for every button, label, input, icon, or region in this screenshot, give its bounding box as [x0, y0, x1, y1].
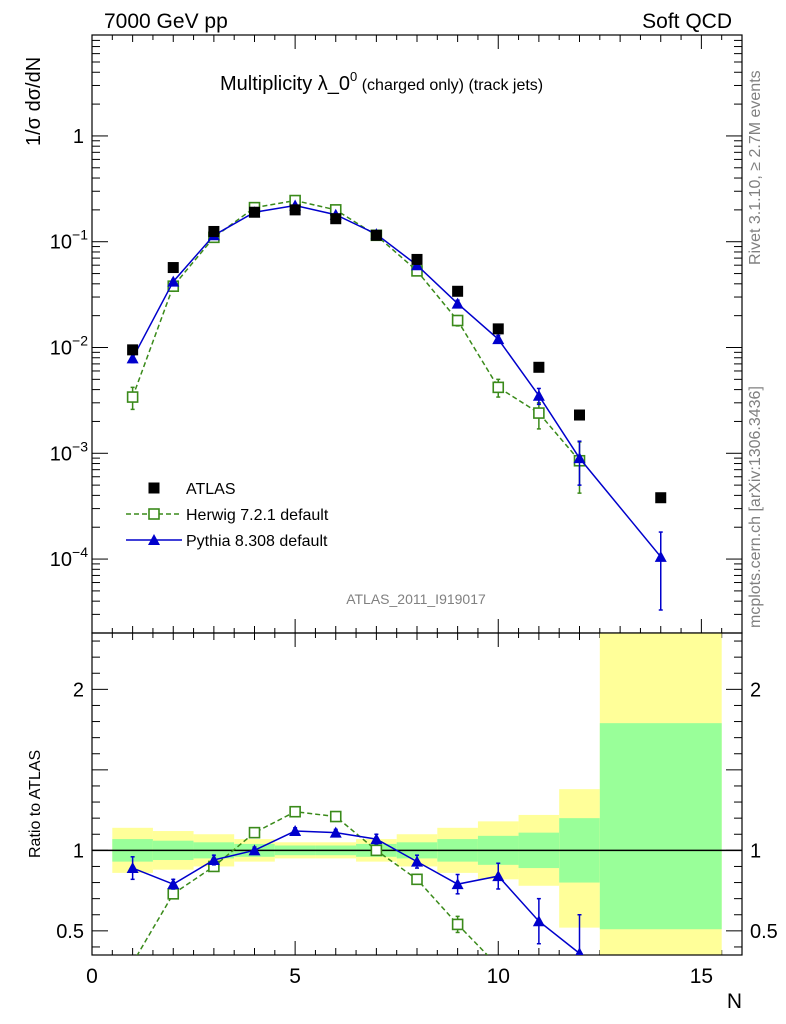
- main-ylabel: 1/σ dσ/dN: [23, 57, 45, 146]
- ratio-y-tick-label: 0.5: [56, 921, 84, 943]
- data-point: [411, 253, 423, 265]
- header-left: 7000 GeV pp: [104, 10, 228, 33]
- data-point: [329, 826, 342, 838]
- data-point: [330, 213, 342, 225]
- data-point: [533, 361, 545, 373]
- data-point: [248, 844, 261, 856]
- data-point: [128, 958, 138, 968]
- y-tick-label: 1: [73, 126, 84, 148]
- data-point: [167, 262, 179, 274]
- ratio-bands: [112, 633, 722, 955]
- side-text-top: Rivet 3.1.10, ≥ 2.7M events: [747, 70, 764, 265]
- series-line: [131, 199, 581, 462]
- data-point: [207, 854, 220, 866]
- data-point: [492, 323, 504, 335]
- data-point: [532, 915, 545, 927]
- data-point: [451, 918, 464, 931]
- data-point: [411, 873, 423, 886]
- data-point: [532, 389, 545, 401]
- data-point: [248, 826, 261, 839]
- legend-label: Pythia 8.308 default: [186, 533, 328, 550]
- y-tick-label: 10−1: [50, 227, 88, 254]
- side-text-bottom: mcplots.cern.ch [arXiv:1306.3436]: [747, 386, 764, 628]
- data-point: [573, 452, 586, 464]
- data-point: [167, 275, 180, 287]
- data-point: [533, 407, 545, 419]
- main-title: Multiplicity λ_00 (charged only) (track …: [220, 69, 543, 95]
- legend-marker: [148, 534, 160, 545]
- legend-marker: [148, 508, 160, 520]
- ratio-y-tick-label-right: 0.5: [750, 921, 778, 943]
- data-point: [370, 844, 383, 857]
- data-point: [654, 550, 667, 562]
- series-herwig: [126, 194, 586, 494]
- data-point: [492, 870, 505, 882]
- ratio-panel: 0 5 10 15 0.5 0.5 1 1 2 2: [56, 632, 778, 988]
- ratio-frame: [91, 632, 743, 956]
- data-point: [451, 314, 464, 327]
- data-point: [452, 285, 464, 297]
- legend-marker: [148, 482, 160, 494]
- y-tick-label: 10−3: [50, 438, 88, 465]
- x-tick-label: 0: [86, 965, 98, 988]
- y-tick-label: 10−4: [50, 544, 88, 571]
- main-panel: 1 10−1 10−2 10−3 10−4 ATLAS Herwig 7.2.1 defau…: [50, 34, 743, 955]
- data-point: [167, 888, 180, 900]
- data-point: [127, 344, 139, 356]
- y-tick-label: 10−2: [50, 333, 88, 360]
- ratio-xlabel: N: [727, 990, 742, 1013]
- ratio-ylabel: Ratio to ATLAS: [27, 750, 44, 858]
- data-point: [249, 206, 260, 218]
- watermark: ATLAS_2011_I919017: [346, 591, 486, 607]
- legend-label: ATLAS: [186, 481, 236, 498]
- data-point: [574, 409, 585, 421]
- ratio-y-tick-label-right: 1: [750, 840, 761, 862]
- x-tick-label: 10: [487, 965, 510, 988]
- data-point: [492, 333, 505, 345]
- ratio-y-tick-label-right: 2: [750, 679, 761, 701]
- legend: ATLAS Herwig 7.2.1 default Pythia 8.308 de…: [126, 481, 329, 550]
- data-point: [451, 878, 464, 890]
- data-point: [126, 391, 139, 403]
- legend-label: Herwig 7.2.1 default: [186, 507, 329, 524]
- data-point: [329, 810, 342, 823]
- data-point: [126, 352, 139, 364]
- data-point: [411, 855, 423, 867]
- data-point: [451, 297, 464, 309]
- data-point: [289, 204, 301, 216]
- series-herwig: [128, 805, 489, 968]
- data-point: [289, 805, 301, 818]
- data-point: [370, 833, 383, 845]
- series-line: [132, 830, 580, 954]
- data-point: [370, 229, 382, 241]
- data-point: [167, 878, 180, 890]
- ratio-y-tick-label: 1: [73, 840, 84, 862]
- data-point: [575, 947, 584, 955]
- series-atlas: [127, 204, 667, 504]
- data-point: [126, 862, 139, 874]
- data-point: [208, 225, 220, 237]
- series-line: [136, 810, 489, 955]
- x-tick-label: 15: [690, 965, 713, 988]
- data-point: [289, 825, 302, 837]
- data-point: [492, 381, 505, 394]
- x-tick-label: 5: [289, 965, 301, 988]
- green-band: [599, 723, 722, 930]
- series-line: [131, 204, 662, 558]
- data-point: [655, 492, 667, 504]
- series-pythia: [126, 825, 584, 955]
- ratio-y-tick-label: 2: [73, 679, 84, 701]
- header-right: Soft QCD: [642, 10, 732, 33]
